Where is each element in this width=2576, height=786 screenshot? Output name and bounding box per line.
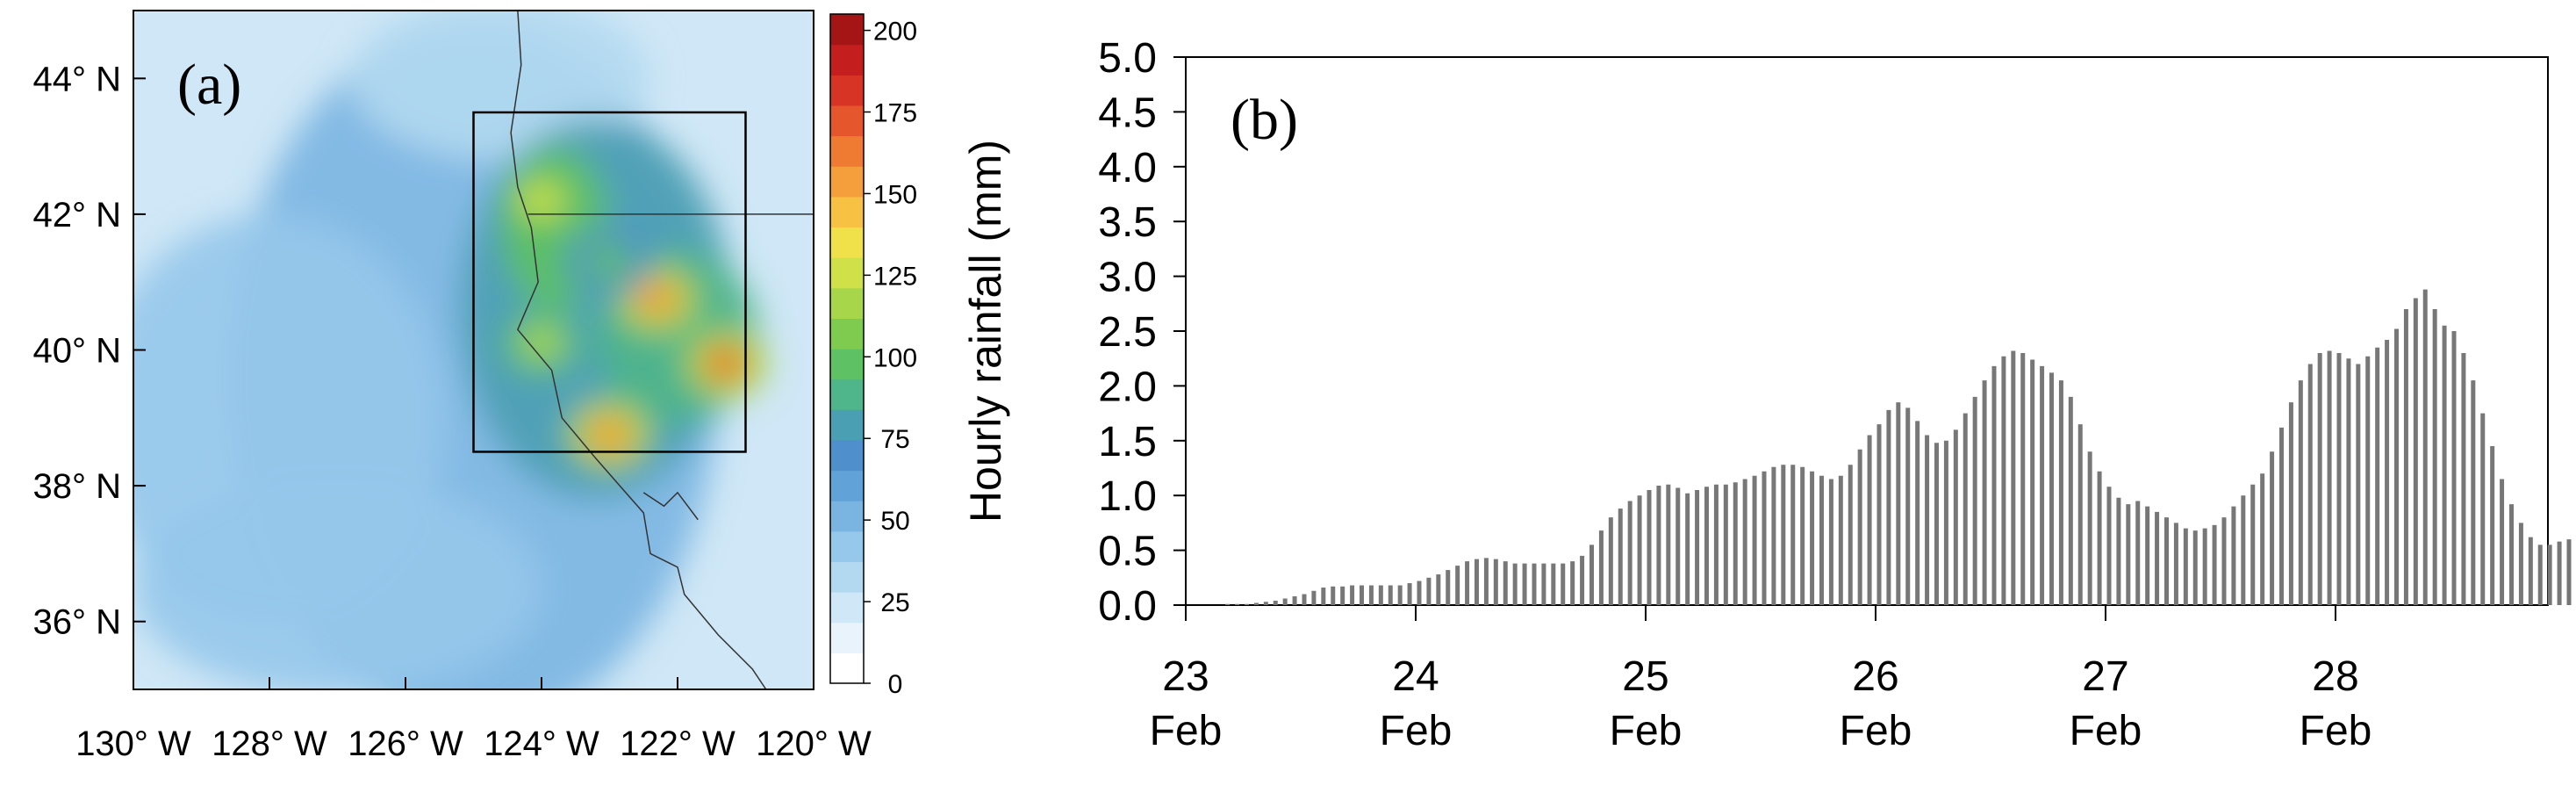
bay-outline: [642, 491, 699, 521]
x-tick-day: 26: [1852, 653, 1898, 700]
y-tick-label: 0.0: [1098, 583, 1157, 630]
panel-a-map: 130° W 128° W 126° W 124° W 122° W 120° W 44°…: [33, 10, 917, 763]
colorbar-swatch: [830, 349, 864, 380]
plot-frame: [1185, 56, 2549, 606]
y-tick-label: 0.5: [1098, 529, 1157, 575]
rain-hotspot-core: [519, 323, 564, 363]
colorbar-swatch: [830, 227, 864, 258]
map-y-tick-label: 38° N: [33, 467, 122, 506]
colorbar-tick-label: 175: [873, 99, 917, 128]
x-tick-month: Feb: [1610, 708, 1683, 754]
x-tick-month: Feb: [1840, 708, 1912, 754]
map-x-tick-label: 124° W: [484, 725, 599, 763]
y-tick-label: 3.5: [1098, 199, 1157, 246]
colorbar-swatch: [830, 75, 864, 106]
map-y-axis: 44° N 42° N 40° N 38° N 36° N: [33, 60, 146, 642]
panel-b-bar-chart: 0.00.51.01.52.02.53.03.54.04.55.0 23Feb2…: [961, 35, 2572, 754]
colorbar-swatch: [830, 379, 864, 410]
colorbar-tick-label: 150: [873, 180, 917, 209]
x-tick-month: Feb: [1380, 708, 1453, 754]
colorbar-frame: [829, 13, 865, 684]
colorbar-swatch: [830, 409, 864, 441]
colorbar-swatch: [830, 530, 864, 563]
y-tick-label: 4.5: [1098, 90, 1157, 136]
map-y-tick-label: 44° N: [33, 60, 122, 98]
map-x-tick-label: 122° W: [620, 725, 735, 763]
colorbar-swatch: [830, 257, 864, 289]
map-x-tick-label: 120° W: [756, 725, 872, 763]
x-tick-month: Feb: [2070, 708, 2142, 754]
x-tick-day: 24: [1392, 653, 1439, 700]
colorbar-tick-label: 125: [873, 262, 917, 291]
colorbar-swatch: [830, 14, 864, 46]
colorbar-swatch: [830, 44, 864, 76]
rainfall-bars: [1225, 289, 2572, 605]
x-tick-day: 23: [1162, 653, 1209, 700]
rain-hotspot-core: [702, 343, 749, 383]
colorbar-swatch: [830, 135, 864, 167]
coastline: [510, 11, 814, 689]
colorbar-swatch: [830, 622, 864, 653]
y-tick-label: 2.0: [1098, 364, 1157, 410]
coastline-path: [510, 11, 767, 689]
map-y-tick-label: 40° N: [33, 332, 122, 371]
x-tick-day: 25: [1622, 653, 1668, 700]
colorbar-ticks: 0 25 50 75 100 125 150 175 200: [864, 18, 917, 699]
y-tick-label: 5.0: [1098, 35, 1157, 82]
map-x-tick-label: 126° W: [348, 725, 463, 763]
map-y-tick-label: 42° N: [33, 196, 122, 234]
panel-a-label: (a): [177, 53, 241, 117]
y-tick-label: 1.0: [1098, 473, 1157, 520]
x-tick-month: Feb: [1150, 708, 1223, 754]
colorbar-tick-label: 75: [880, 425, 909, 454]
y-tick-label: 3.0: [1098, 255, 1157, 301]
x-axis: 23 Feb 24 Feb 25 Feb 26 Feb 27 Feb 28 Feb: [1150, 605, 2372, 754]
rain-hotspot-core: [586, 415, 633, 455]
rain-hotspot-core: [586, 242, 633, 282]
colorbar-swatch: [830, 196, 864, 228]
analysis-box: [472, 111, 747, 453]
map-x-axis: 130° W 128° W 126° W 124° W 122° W 120° W: [75, 677, 872, 763]
y-axis: 0.0 0.5 1.0 1.5 2.0 2.5 3.0 3.5 4.0 4.5 5.0: [1098, 35, 1186, 630]
x-tick-day: 27: [2082, 653, 2128, 700]
colorbar-swatch: [830, 501, 864, 532]
panel-b-label: (b): [1231, 88, 1298, 152]
y-axis-label: Hourly rainfall (mm): [961, 140, 1010, 523]
colorbar: [829, 13, 865, 684]
colorbar-tick-label: 50: [880, 507, 909, 536]
rain-hotspot-core: [519, 181, 564, 220]
colorbar-swatch: [830, 470, 864, 501]
colorbar-swatch: [830, 439, 864, 472]
colorbar-tick-label: 25: [880, 588, 909, 617]
colorbar-tick-label: 0: [888, 670, 903, 699]
map-y-tick-label: 36° N: [33, 603, 122, 642]
colorbar-tick-label: 200: [873, 18, 917, 47]
rain-band: [133, 479, 542, 689]
rain-hotspot-core: [634, 279, 680, 319]
colorbar-swatch: [830, 653, 864, 684]
y-tick-label: 1.5: [1098, 419, 1157, 465]
x-tick-day: 28: [2312, 653, 2358, 700]
colorbar-swatch: [830, 561, 864, 593]
y-tick-label: 2.5: [1098, 309, 1157, 356]
colorbar-tick-label: 100: [873, 343, 917, 372]
map-x-tick-label: 128° W: [212, 725, 327, 763]
colorbar-swatch: [830, 287, 864, 319]
colorbar-swatch: [830, 318, 864, 350]
colorbar-swatch: [830, 166, 864, 198]
colorbar-swatch: [830, 105, 864, 137]
colorbar-swatch: [830, 592, 864, 624]
map-x-tick-label: 130° W: [75, 725, 191, 763]
y-tick-label: 4.0: [1098, 145, 1157, 191]
x-tick-month: Feb: [2300, 708, 2372, 754]
